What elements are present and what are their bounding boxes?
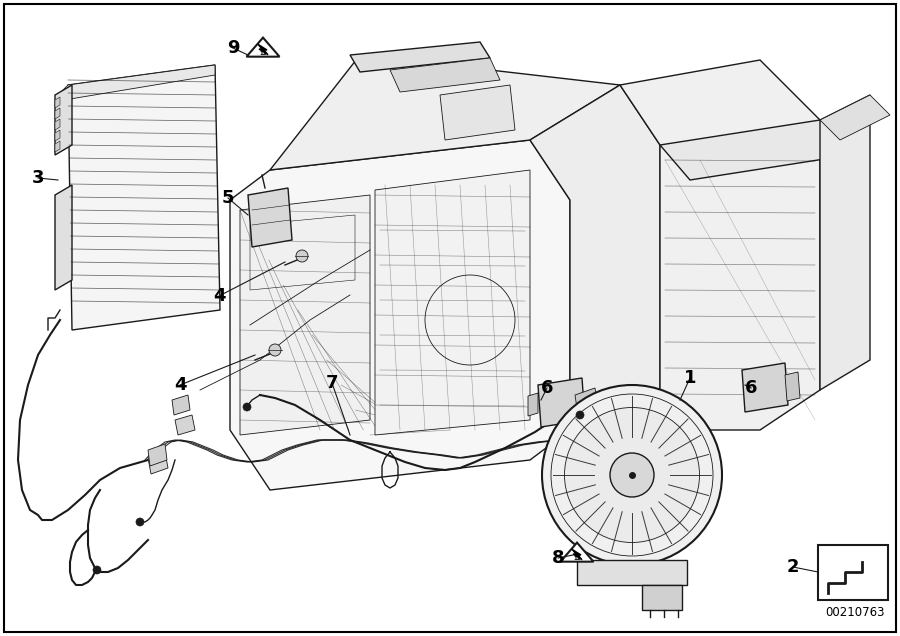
Text: 00210763: 00210763 [825, 605, 885, 618]
Polygon shape [620, 60, 820, 430]
Polygon shape [247, 38, 280, 57]
Polygon shape [230, 140, 570, 490]
Polygon shape [660, 120, 850, 180]
Polygon shape [538, 378, 585, 427]
Circle shape [610, 453, 654, 497]
Polygon shape [68, 65, 220, 330]
Text: 6: 6 [541, 379, 554, 397]
Polygon shape [742, 363, 788, 412]
Text: 7: 7 [326, 374, 338, 392]
Text: 2: 2 [787, 558, 799, 576]
Polygon shape [175, 415, 195, 435]
Polygon shape [248, 188, 292, 247]
Circle shape [93, 566, 101, 574]
Polygon shape [55, 141, 60, 152]
Polygon shape [528, 393, 538, 416]
Polygon shape [440, 85, 515, 140]
Circle shape [296, 250, 308, 262]
Polygon shape [58, 65, 215, 100]
Polygon shape [55, 130, 60, 141]
Text: 3: 3 [32, 169, 44, 187]
Circle shape [542, 385, 722, 565]
Polygon shape [390, 58, 500, 92]
Polygon shape [530, 85, 660, 430]
Circle shape [564, 408, 699, 543]
Text: 8: 8 [552, 549, 564, 567]
Polygon shape [55, 185, 72, 290]
Circle shape [243, 403, 251, 411]
Polygon shape [148, 444, 167, 466]
Text: 12: 12 [259, 51, 266, 56]
Text: 4: 4 [212, 287, 225, 305]
Text: 12: 12 [573, 556, 580, 561]
Polygon shape [561, 543, 593, 562]
Text: 1: 1 [684, 369, 697, 387]
Polygon shape [785, 372, 800, 401]
Polygon shape [258, 45, 268, 55]
Polygon shape [575, 388, 598, 415]
Polygon shape [350, 42, 490, 72]
Polygon shape [375, 170, 530, 435]
Polygon shape [572, 550, 582, 560]
Polygon shape [820, 95, 870, 390]
Polygon shape [55, 97, 60, 108]
Text: 4: 4 [174, 376, 186, 394]
Polygon shape [270, 55, 620, 170]
Polygon shape [240, 195, 370, 435]
Polygon shape [577, 560, 687, 585]
Text: 5: 5 [221, 189, 234, 207]
Polygon shape [820, 95, 890, 140]
Text: 6: 6 [745, 379, 757, 397]
Polygon shape [172, 395, 190, 415]
Bar [818, 545, 888, 600]
Polygon shape [148, 452, 168, 474]
Circle shape [576, 411, 584, 419]
Polygon shape [55, 108, 60, 119]
Circle shape [136, 518, 144, 526]
Polygon shape [55, 85, 72, 155]
Polygon shape [642, 585, 682, 610]
Text: 9: 9 [227, 39, 239, 57]
Circle shape [269, 344, 281, 356]
Polygon shape [55, 119, 60, 130]
